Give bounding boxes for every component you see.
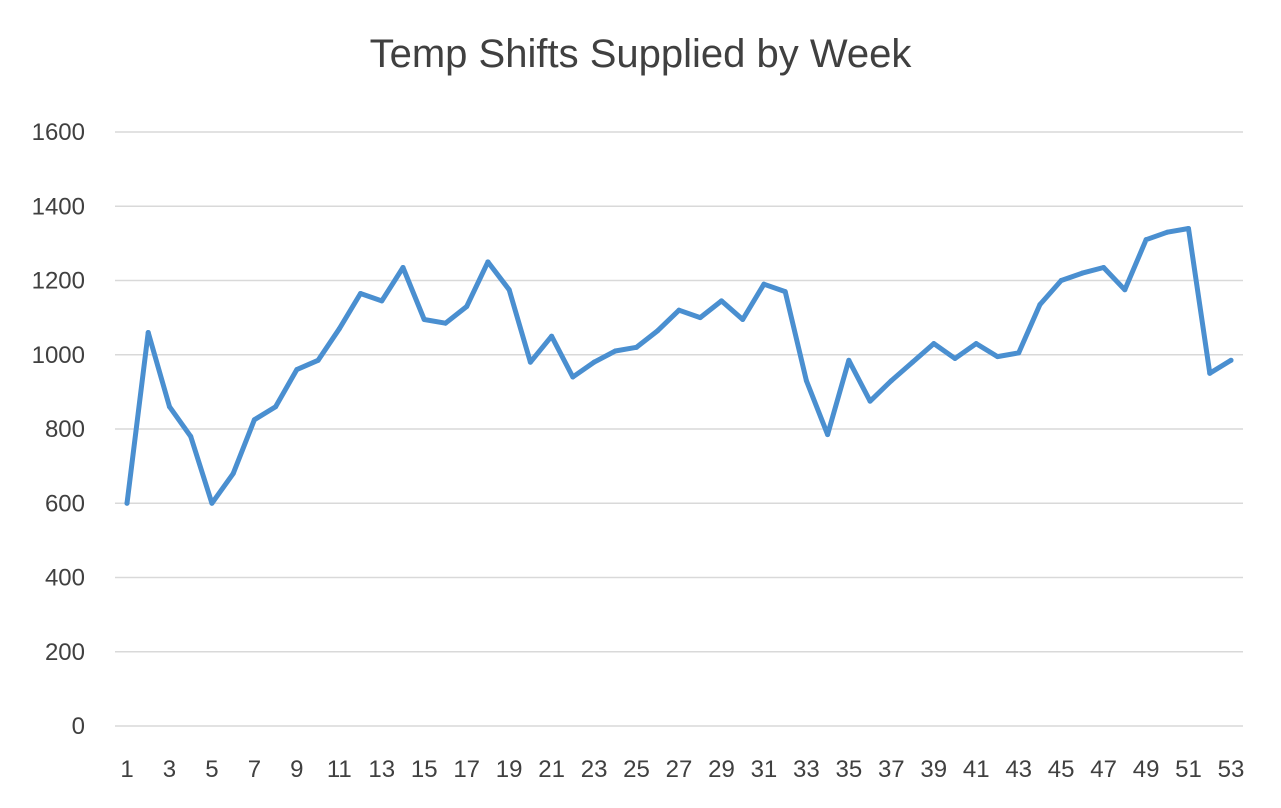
data-point-week-44	[1037, 302, 1043, 308]
x-tick-label-27: 27	[666, 756, 693, 783]
data-point-week-9	[294, 367, 300, 373]
data-point-week-38	[910, 359, 916, 365]
data-point-week-25	[634, 344, 640, 350]
x-tick-label-13: 13	[368, 756, 395, 783]
x-tick-label-9: 9	[290, 756, 303, 783]
data-point-week-52	[1207, 370, 1213, 376]
x-tick-label-7: 7	[248, 756, 261, 783]
x-tick-label-39: 39	[920, 756, 947, 783]
data-point-week-11	[336, 326, 342, 332]
data-point-week-4	[188, 433, 194, 439]
data-point-week-49	[1143, 237, 1149, 243]
x-tick-label-35: 35	[835, 756, 862, 783]
data-point-week-21	[549, 333, 555, 339]
x-tick-label-29: 29	[708, 756, 735, 783]
x-tick-label-33: 33	[793, 756, 820, 783]
gridlines	[115, 131, 1243, 727]
data-point-week-48	[1122, 287, 1128, 293]
x-tick-label-31: 31	[751, 756, 778, 783]
data-point-week-30	[740, 316, 746, 322]
x-tick-label-21: 21	[538, 756, 565, 783]
data-point-week-13	[379, 298, 385, 304]
data-point-week-53	[1228, 357, 1234, 363]
data-point-week-19	[506, 287, 512, 293]
y-tick-label-200: 200	[45, 639, 85, 666]
x-tick-label-49: 49	[1133, 756, 1160, 783]
x-tick-label-17: 17	[453, 756, 480, 783]
data-point-week-43	[1016, 350, 1022, 356]
data-point-week-7	[251, 417, 257, 423]
data-point-week-40	[952, 355, 958, 361]
series-layer	[124, 226, 1234, 506]
data-point-week-2	[145, 329, 151, 335]
data-point-week-45	[1058, 278, 1064, 283]
x-tick-label-43: 43	[1005, 756, 1032, 783]
data-point-week-12	[358, 290, 364, 296]
data-point-week-18	[485, 259, 491, 265]
data-point-week-34	[825, 432, 831, 438]
data-point-week-41	[973, 341, 979, 347]
data-point-week-23	[591, 359, 597, 365]
data-point-week-27	[676, 307, 682, 313]
y-tick-label-800: 800	[45, 416, 85, 443]
data-point-week-31	[761, 281, 767, 287]
data-point-week-24	[612, 348, 618, 354]
x-tick-label-11: 11	[327, 756, 352, 783]
data-point-week-33	[803, 378, 809, 384]
data-point-week-37	[888, 378, 894, 384]
y-tick-label-0: 0	[72, 713, 85, 740]
data-point-week-39	[931, 341, 937, 347]
data-point-week-8	[273, 404, 279, 410]
x-tick-label-5: 5	[205, 756, 218, 783]
data-point-week-15	[421, 316, 427, 322]
x-tick-label-19: 19	[496, 756, 523, 783]
chart-title: Temp Shifts Supplied by Week	[369, 32, 912, 76]
y-axis-tick-labels: 0 200 400 600 800 1000 1200 1400 1600	[32, 119, 85, 740]
data-point-week-47	[1101, 265, 1107, 271]
data-point-week-20	[527, 359, 533, 365]
data-point-week-14	[400, 265, 406, 271]
y-tick-label-1600: 1600	[32, 119, 85, 146]
data-point-week-6	[230, 471, 236, 477]
data-point-week-46	[1079, 270, 1085, 276]
x-tick-label-15: 15	[411, 756, 438, 783]
x-tick-label-3: 3	[163, 756, 176, 783]
x-tick-label-37: 37	[878, 756, 905, 783]
x-tick-label-53: 53	[1218, 756, 1245, 783]
data-point-week-17	[464, 303, 470, 309]
data-point-week-16	[442, 320, 448, 326]
x-tick-label-45: 45	[1048, 756, 1075, 783]
x-tick-label-23: 23	[581, 756, 608, 783]
data-point-week-32	[782, 289, 788, 295]
y-tick-label-400: 400	[45, 565, 85, 592]
data-point-week-35	[846, 357, 852, 363]
data-point-week-42	[994, 354, 1000, 360]
data-point-week-5	[209, 500, 215, 506]
y-tick-label-600: 600	[45, 490, 85, 517]
series-line-0	[124, 226, 1234, 506]
data-point-week-29	[718, 298, 724, 304]
data-point-week-22	[570, 374, 576, 380]
data-point-week-1	[124, 500, 130, 506]
x-tick-label-25: 25	[623, 756, 650, 783]
y-tick-label-1400: 1400	[32, 193, 85, 220]
y-tick-label-1200: 1200	[32, 268, 85, 295]
data-point-week-51	[1186, 226, 1192, 232]
x-axis-tick-labels: 1 3 5 7 9 11 13 15 17 19 21 23 25 27 29 31 33 35 37 39 41 43 4…	[120, 756, 1244, 783]
data-point-week-3	[166, 404, 172, 410]
y-tick-label-1000: 1000	[32, 342, 85, 369]
x-tick-label-1: 1	[120, 756, 133, 783]
x-tick-label-51: 51	[1175, 756, 1202, 783]
x-tick-label-41: 41	[963, 756, 990, 783]
data-point-week-50	[1164, 229, 1170, 235]
data-point-week-26	[655, 328, 661, 334]
data-point-week-28	[697, 315, 703, 321]
data-point-week-10	[315, 357, 321, 363]
data-point-week-36	[867, 398, 873, 404]
x-tick-label-47: 47	[1090, 756, 1117, 783]
